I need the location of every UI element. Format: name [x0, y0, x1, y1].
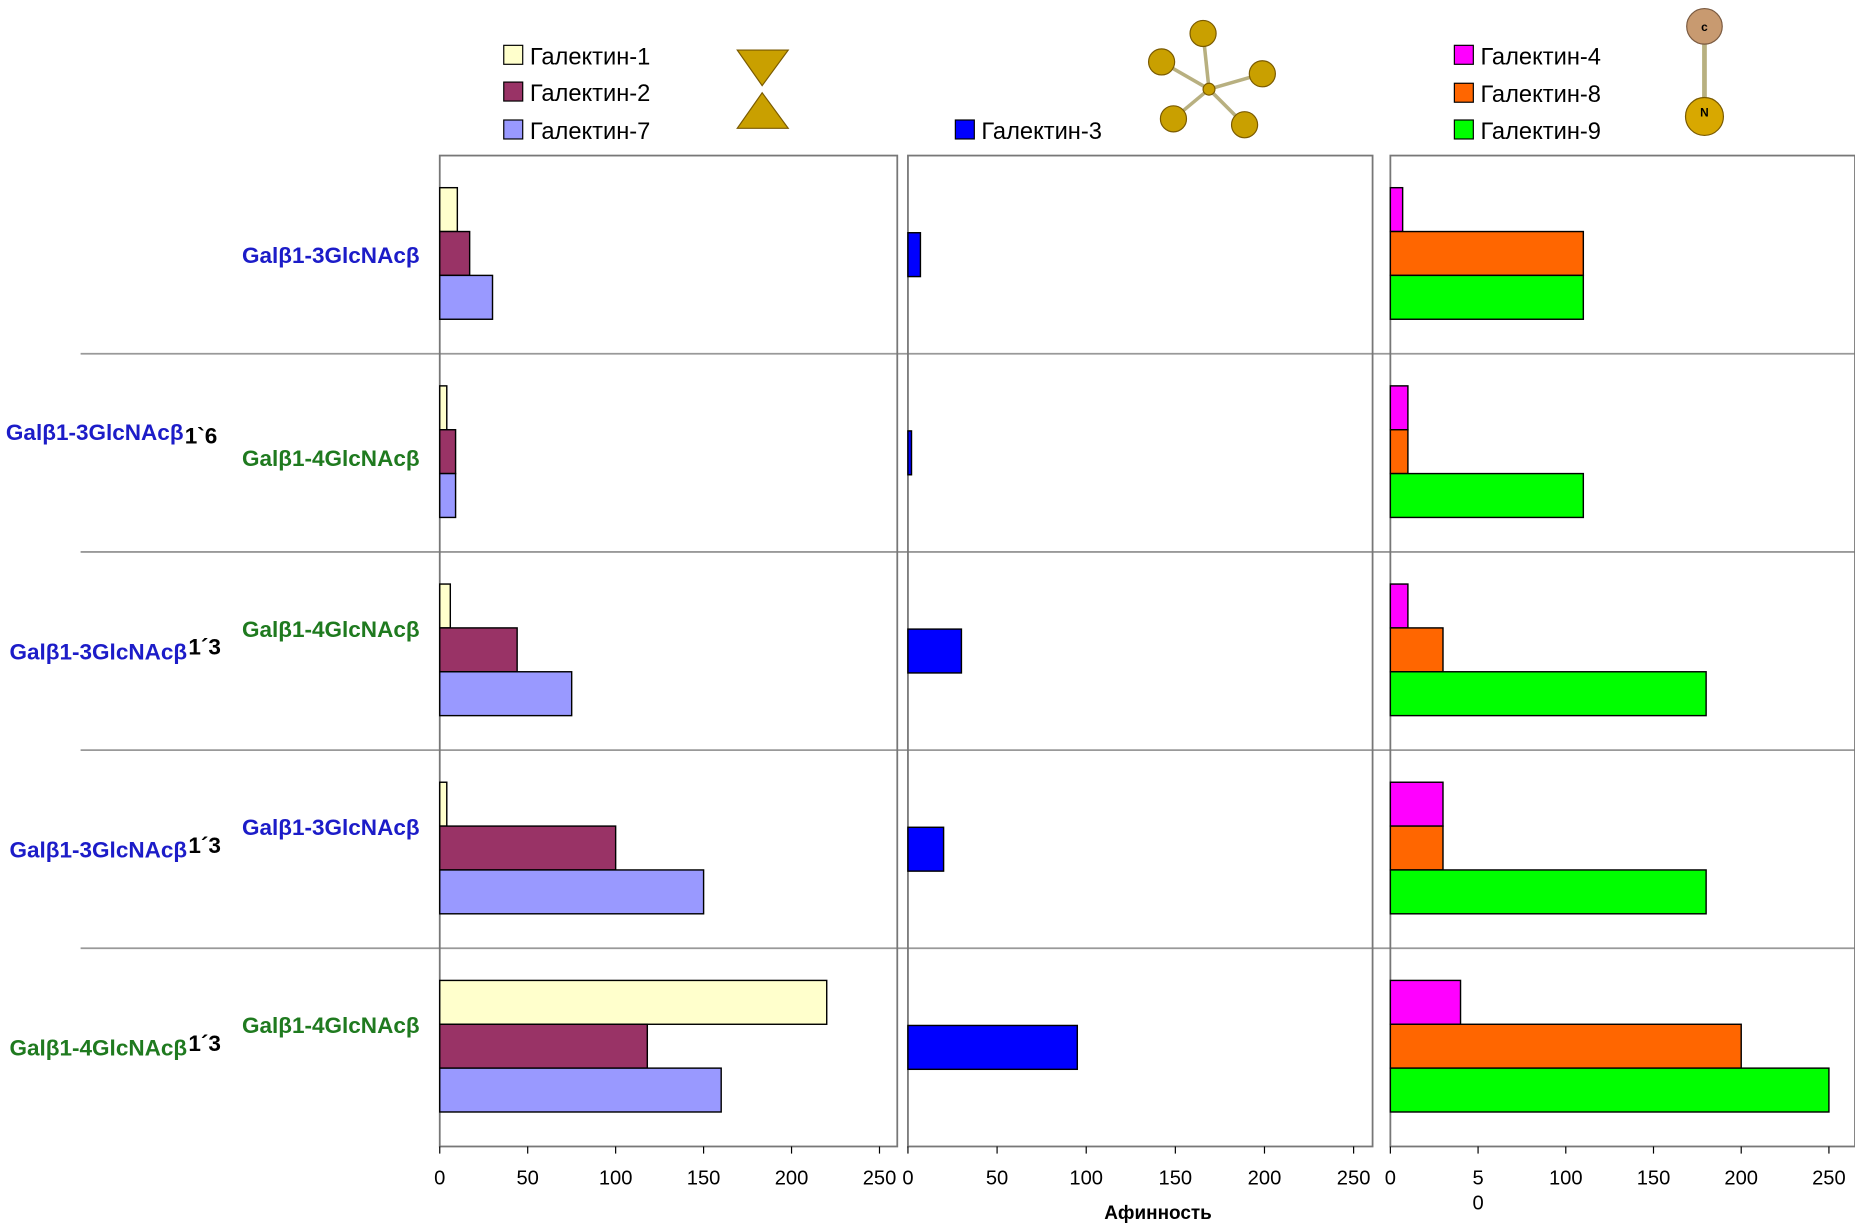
x-tick-label: 150 — [1159, 1167, 1193, 1189]
legend-swatch — [503, 119, 524, 140]
x-tick-label: 50 — [986, 1167, 1008, 1189]
legend-label: Галектин-9 — [1480, 119, 1601, 145]
x-tick-label: 250 — [1337, 1167, 1371, 1189]
plot-frame — [907, 154, 1374, 1148]
legend-label: Галектин-3 — [981, 119, 1102, 145]
bar — [1389, 385, 1409, 431]
x-tick-label: 200 — [1248, 1167, 1282, 1189]
bar — [439, 583, 452, 629]
bar — [907, 826, 945, 872]
svg-text:N: N — [1700, 105, 1709, 119]
x-tick-label: 200 — [775, 1167, 809, 1189]
bar — [439, 186, 459, 233]
x-tick-label: 100 — [1549, 1167, 1583, 1189]
x-tick-label: 0 — [434, 1167, 445, 1189]
legend-swatch — [1453, 82, 1474, 103]
x-tick-label: 150 — [1637, 1167, 1671, 1189]
bar — [1389, 869, 1707, 915]
category-link: 1´3 — [188, 635, 221, 660]
bar — [1389, 186, 1404, 233]
x-axis-title: Афинность — [1104, 1203, 1212, 1224]
legend-label: Галектин-1 — [530, 44, 651, 70]
category-label: Galβ1-3GlcNAcβ — [242, 243, 420, 268]
category-label-right: Galβ1-4GlcNAcβ — [242, 617, 420, 642]
bar — [1389, 230, 1585, 277]
bar — [907, 232, 922, 278]
legend-swatch — [1453, 119, 1474, 140]
category-label-left: Galβ1-3GlcNAcβ — [9, 838, 187, 863]
bar — [439, 627, 518, 673]
legend-swatch — [954, 119, 975, 140]
bar — [439, 429, 457, 475]
icon-tandem: c N — [1684, 7, 1725, 137]
category-label-left: Galβ1-4GlcNAcβ — [9, 1036, 187, 1061]
bar — [439, 979, 828, 1025]
bar — [439, 869, 705, 915]
icon-dimer — [736, 49, 790, 129]
bar — [439, 230, 471, 277]
x-tick-label: 0 — [1385, 1167, 1396, 1189]
bar — [1389, 671, 1707, 717]
bar — [907, 628, 963, 674]
category-link: 1´3 — [188, 833, 221, 858]
bar — [439, 274, 494, 320]
bar — [1389, 1067, 1830, 1113]
category-link: 1`6 — [185, 423, 218, 448]
x-tick-label: 250 — [1812, 1167, 1846, 1189]
x-tick-label: 0 — [902, 1167, 913, 1189]
bar — [439, 825, 617, 871]
bar — [439, 472, 457, 519]
category-label-right: Galβ1-3GlcNAcβ — [242, 815, 420, 840]
bar — [1389, 979, 1462, 1025]
bar — [1389, 781, 1444, 827]
category-label-right: Galβ1-4GlcNAcβ — [242, 446, 420, 471]
x-tick-label: 50 — [516, 1167, 538, 1189]
category-link: 1´3 — [188, 1031, 221, 1056]
legend-swatch — [1453, 44, 1474, 65]
bar — [1389, 627, 1444, 673]
icon-pentamer — [1147, 19, 1276, 139]
legend-swatch — [503, 44, 524, 65]
bar — [1389, 1023, 1742, 1069]
bar — [439, 1067, 722, 1113]
x-tick-label: 250 — [863, 1167, 897, 1189]
legend-swatch — [503, 81, 524, 102]
category-label-left: Galβ1-3GlcNAcβ — [6, 420, 184, 445]
bar — [1389, 429, 1409, 475]
x-tick-label: 200 — [1724, 1167, 1758, 1189]
category-label-left: Galβ1-3GlcNAcβ — [9, 639, 187, 664]
bar — [1389, 274, 1585, 320]
legend-label: Галектин-2 — [530, 81, 651, 107]
bar — [439, 1023, 649, 1069]
x-tick-label: 150 — [687, 1167, 721, 1189]
bar — [1389, 583, 1409, 629]
category-label-right: Galβ1-4GlcNAcβ — [242, 1013, 420, 1038]
bar — [439, 781, 448, 827]
bar — [907, 1024, 1079, 1071]
bar — [1389, 472, 1585, 519]
bar — [1389, 825, 1444, 871]
x-tick-label: 100 — [599, 1167, 633, 1189]
legend-label: Галектин-7 — [530, 119, 651, 145]
legend-label: Галектин-4 — [1480, 44, 1601, 70]
bar — [907, 430, 913, 476]
x-tick-label: 100 — [1069, 1167, 1103, 1189]
svg-text:c: c — [1701, 20, 1708, 34]
bar — [439, 671, 573, 717]
bar — [439, 385, 448, 431]
legend-label: Галектин-8 — [1480, 82, 1601, 108]
